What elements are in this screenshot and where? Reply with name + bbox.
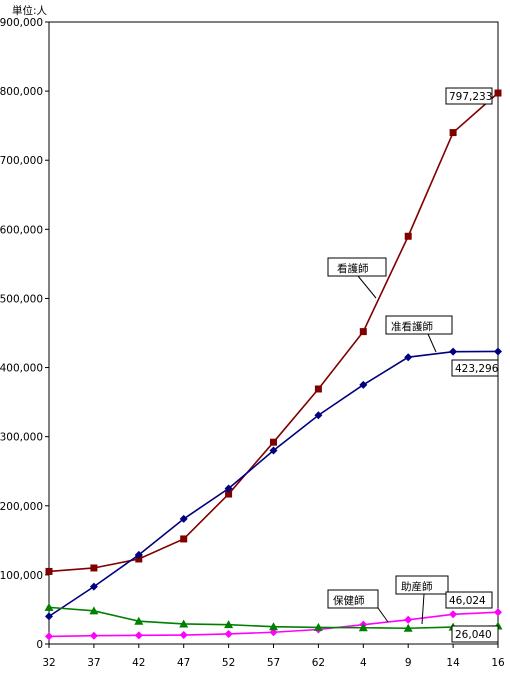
unit-label: 単位:人	[12, 4, 48, 17]
data-point	[314, 385, 322, 393]
y-axis: 0 100,000 200,000 300,000 400,000 500,000 600,…	[0, 17, 49, 651]
data-point	[404, 615, 413, 624]
callout-public-health-nurse-label: 保健師	[333, 594, 365, 607]
y-tick-label: 500,000	[0, 293, 43, 305]
data-point	[44, 602, 54, 611]
series-3	[44, 602, 503, 632]
series-1	[45, 347, 502, 621]
svg-text:46,024: 46,024	[449, 595, 486, 607]
x-tick-label: 62	[312, 657, 325, 669]
y-tick-label: 100,000	[0, 570, 43, 582]
y-tick-label: 700,000	[0, 155, 43, 167]
callout-nurse-label: 看護師	[337, 262, 369, 275]
x-tick-label: 14	[446, 657, 460, 669]
callout-midwife-label: 助産師	[401, 580, 433, 593]
data-point	[449, 129, 457, 137]
data-point	[45, 612, 53, 621]
x-tick-label: 9	[405, 657, 412, 669]
data-point	[359, 380, 368, 389]
data-point	[449, 610, 458, 619]
data-point	[494, 347, 502, 356]
data-point	[404, 353, 413, 362]
data-point	[494, 608, 502, 617]
data-point	[494, 89, 502, 97]
data-point	[225, 490, 233, 498]
data-point	[180, 535, 188, 543]
value-label-midwife: 26,040	[451, 625, 499, 643]
data-point	[179, 619, 189, 628]
value-label-public-health-nurse: 46,024	[445, 591, 493, 609]
data-point	[269, 622, 278, 631]
callout-nurse: 看護師	[327, 257, 387, 299]
x-tick-label: 32	[42, 657, 55, 669]
data-point	[135, 555, 143, 563]
data-point	[449, 347, 458, 356]
value-label-assistant-nurse: 423,296	[451, 359, 499, 377]
data-point	[314, 411, 323, 420]
data-point	[403, 623, 413, 632]
data-point	[358, 623, 368, 632]
x-tick-label: 42	[132, 657, 145, 669]
data-point	[270, 438, 277, 446]
y-tick-label: 0	[36, 639, 43, 651]
data-point	[90, 564, 98, 572]
data-point	[45, 632, 53, 641]
y-tick-label: 900,000	[0, 17, 43, 29]
data-point	[404, 232, 412, 240]
data-point	[89, 606, 99, 615]
callout-public-health-nurse: 保健師	[327, 589, 389, 623]
callout-assistant-nurse-label: 准看護師	[391, 320, 433, 333]
data-point	[134, 616, 144, 625]
svg-text:423,296: 423,296	[455, 363, 499, 375]
y-tick-label: 200,000	[0, 501, 43, 513]
data-point	[89, 582, 98, 591]
data-point	[134, 631, 143, 640]
y-tick-label: 300,000	[0, 432, 43, 444]
series-0	[45, 89, 502, 575]
data-point	[89, 631, 98, 640]
x-tick-label: 37	[87, 657, 100, 669]
x-tick-label: 16	[491, 657, 505, 669]
data-point	[45, 567, 53, 575]
data-point	[269, 446, 278, 455]
data-point	[179, 631, 188, 640]
y-tick-label: 400,000	[0, 363, 43, 375]
callout-assistant-nurse: 准看護師	[385, 315, 453, 353]
x-tick-label: 47	[177, 657, 190, 669]
value-label-nurse: 797,233	[445, 87, 493, 105]
series-layer	[44, 89, 503, 641]
data-point	[179, 514, 188, 523]
y-tick-label: 600,000	[0, 224, 43, 236]
x-tick-label: 57	[267, 657, 280, 669]
data-point	[359, 328, 367, 336]
data-point	[269, 628, 278, 637]
data-point	[224, 629, 233, 638]
y-tick-label: 800,000	[0, 86, 43, 98]
data-point	[224, 484, 233, 493]
x-axis: 32 37 42 47 52 57 62 4 9 14 16	[42, 644, 505, 669]
data-point	[224, 620, 234, 629]
data-point	[134, 550, 143, 559]
svg-text:797,233: 797,233	[449, 91, 492, 103]
x-tick-label: 52	[222, 657, 235, 669]
svg-text:26,040: 26,040	[455, 629, 492, 641]
callout-midwife: 助産師	[395, 575, 449, 625]
data-point	[313, 622, 323, 631]
x-tick-label: 4	[360, 657, 367, 669]
